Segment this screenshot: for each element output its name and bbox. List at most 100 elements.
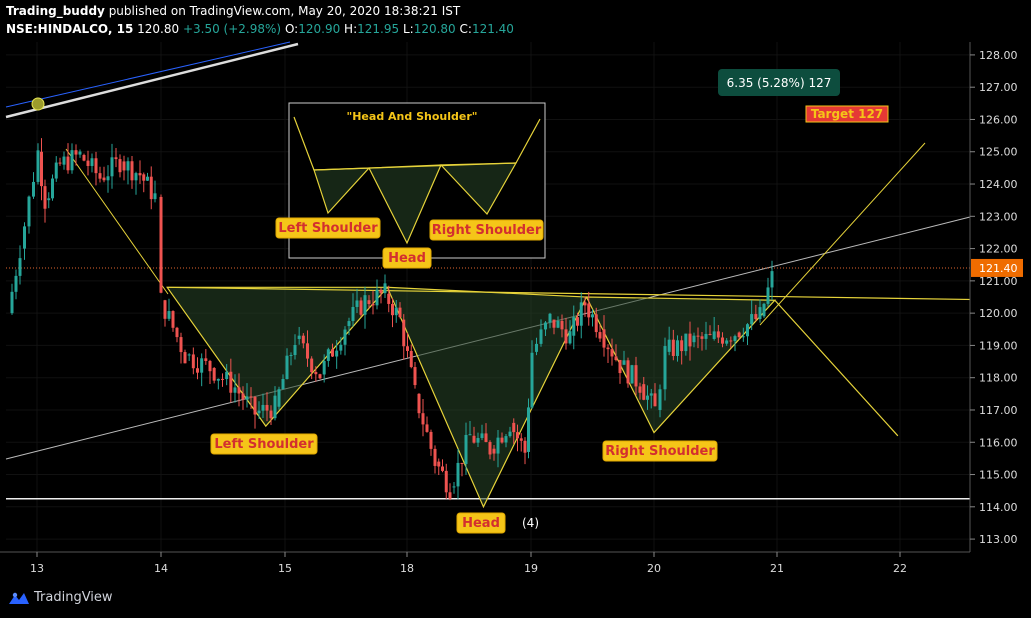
candle-body xyxy=(746,324,749,337)
time-tick-label: 20 xyxy=(647,562,661,575)
candle-body xyxy=(535,343,538,352)
candle-body xyxy=(187,354,191,356)
candle-body xyxy=(261,404,265,411)
candle-body xyxy=(437,461,441,467)
candle-body xyxy=(737,332,741,338)
candle-body xyxy=(106,176,110,181)
time-tick-label: 14 xyxy=(154,562,168,575)
low-value: 120.80 xyxy=(413,22,456,36)
downtrend-line xyxy=(65,148,169,295)
candle-body xyxy=(610,349,614,357)
candle-body xyxy=(425,424,429,432)
candle-body xyxy=(733,336,737,342)
projection-line xyxy=(759,142,926,326)
candle-body xyxy=(480,433,484,439)
price-tick-label: 118.00 xyxy=(979,372,1018,385)
price-tick-label: 126.00 xyxy=(979,113,1018,126)
candle-body xyxy=(684,333,688,352)
candle-body xyxy=(472,435,476,443)
candle-body xyxy=(273,395,277,419)
candle-body xyxy=(653,393,657,407)
inset-right-label: Right Shoulder xyxy=(432,223,542,238)
high-value: 121.95 xyxy=(357,22,400,36)
measure-label-box xyxy=(718,69,840,96)
candle-body xyxy=(200,358,204,373)
candle-body xyxy=(544,322,547,330)
candle-body xyxy=(212,368,216,381)
candle-body xyxy=(245,396,249,400)
inset-left-label-box xyxy=(275,217,381,239)
candle-body xyxy=(318,374,322,379)
open-label: O: xyxy=(284,22,299,36)
candlesticks xyxy=(10,138,774,501)
candle-body xyxy=(331,349,334,357)
candle-body xyxy=(110,157,114,177)
candle-body xyxy=(696,335,700,337)
candle-body xyxy=(594,314,598,333)
candle-body xyxy=(153,193,157,200)
close-value: 121.40 xyxy=(471,22,514,36)
candle-body xyxy=(671,339,675,356)
candle-body xyxy=(622,360,626,365)
author-name[interactable]: Trading_buddy xyxy=(6,4,105,18)
candle-body xyxy=(114,157,118,160)
candle-body xyxy=(658,389,662,410)
candle-body xyxy=(47,198,51,201)
price-tick-label: 125.00 xyxy=(979,146,1018,159)
inset-right-leg xyxy=(515,118,541,164)
candle-body xyxy=(191,354,195,369)
candle-body xyxy=(618,360,622,374)
candle-body xyxy=(233,387,237,393)
candle-body xyxy=(142,174,146,181)
time-tick-label: 15 xyxy=(278,562,292,575)
candle-body xyxy=(729,340,733,342)
candle-body xyxy=(208,360,212,372)
candle-body xyxy=(355,300,359,307)
current-price-box xyxy=(971,258,1023,277)
tradingview-logo[interactable]: TradingView xyxy=(8,590,113,605)
candle-body xyxy=(183,352,187,364)
candle-body xyxy=(306,343,309,359)
low-label: L: xyxy=(402,22,414,36)
candle-body xyxy=(167,311,171,319)
candle-body xyxy=(556,320,560,328)
candle-body xyxy=(572,317,576,336)
candle-body xyxy=(36,150,40,182)
candle-body xyxy=(721,337,724,344)
candle-body xyxy=(560,320,564,330)
candle-body xyxy=(375,289,379,306)
candle-body xyxy=(326,349,330,361)
candle-body xyxy=(692,335,696,343)
price-tick-label: 128.00 xyxy=(979,49,1018,62)
candle-body xyxy=(527,407,530,452)
candle-body xyxy=(576,317,579,326)
time-tick-label: 18 xyxy=(400,562,414,575)
candle-body xyxy=(130,161,134,181)
candle-body xyxy=(500,437,504,443)
price-chart[interactable]: 6.35 (5.28%) 127 Target 127 Left Shoulder H… xyxy=(0,0,1031,580)
blue-trendline xyxy=(5,41,291,108)
candle-body xyxy=(508,431,512,437)
inset-neckline xyxy=(313,162,517,171)
time-tick-label: 19 xyxy=(524,562,538,575)
tradingview-icon xyxy=(9,592,29,604)
candle-body xyxy=(322,360,326,375)
candle-body xyxy=(741,336,745,338)
candle-body xyxy=(351,306,355,322)
candle-body xyxy=(74,150,78,155)
candle-body xyxy=(476,438,480,443)
candle-body xyxy=(421,413,425,425)
white-trendline xyxy=(5,42,299,119)
price-tick-label: 115.00 xyxy=(979,469,1018,482)
candle-body xyxy=(758,307,762,320)
candle-body xyxy=(314,372,318,375)
price-tick-label: 117.00 xyxy=(979,404,1018,417)
candle-body xyxy=(530,352,534,408)
candle-body xyxy=(704,333,708,339)
candle-body xyxy=(406,346,409,351)
left-shoulder-label-box xyxy=(210,433,318,455)
candle-body xyxy=(62,156,66,165)
price-change: +3.50 (+2.98%) xyxy=(182,22,282,36)
ohlc-legend: NSE:HINDALCO, 15 120.80 +3.50 (+2.98%) O… xyxy=(6,22,514,36)
candle-body xyxy=(626,360,630,384)
